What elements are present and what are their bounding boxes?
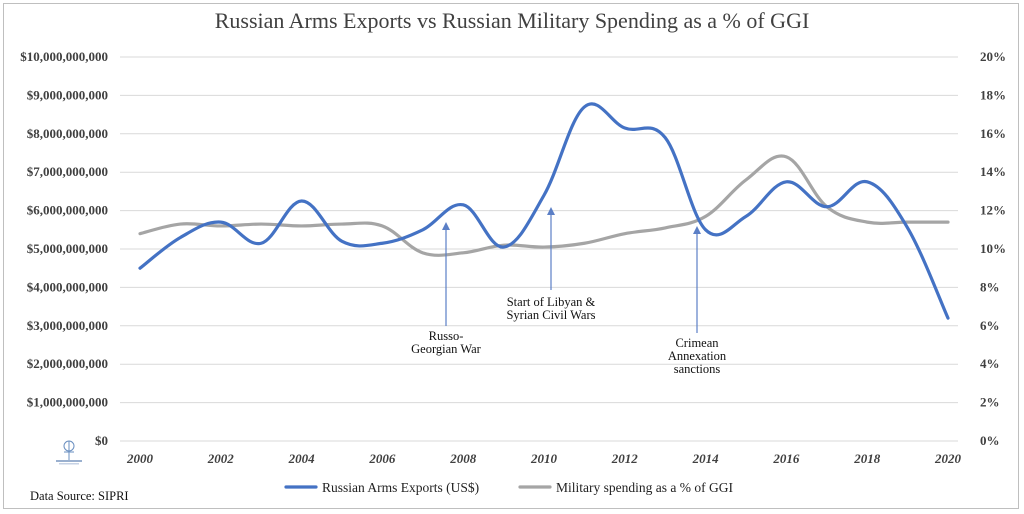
left-axis-tick-label: $3,000,000,000 — [27, 318, 108, 333]
left-axis-tick-label: $10,000,000,000 — [20, 49, 108, 64]
x-axis-tick-label: 2016 — [772, 451, 800, 466]
chart-frame — [3, 3, 1019, 509]
data-source-note: Data Source: SIPRI — [30, 489, 129, 503]
left-axis-tick-label: $5,000,000,000 — [27, 241, 108, 256]
series-layer — [138, 102, 950, 320]
annotation-label: sanctions — [674, 362, 721, 376]
annotation-label: Russo- — [429, 329, 464, 343]
annotation-layer: Russo-Georgian War Start of Libyan &Syria… — [411, 207, 727, 376]
right-axis-tick-label: 16% — [980, 126, 1006, 141]
left-axis-tick-label: $7,000,000,000 — [27, 164, 108, 179]
axis-layer: $0 0% $1,000,000,000 2% $2,000,000,000 4% $3,0… — [20, 49, 1006, 466]
right-axis-tick-label: 8% — [980, 279, 1000, 294]
x-axis-tick-label: 2012 — [611, 451, 639, 466]
x-axis-tick-label: 2002 — [207, 451, 235, 466]
x-axis-tick-label: 2004 — [288, 451, 316, 466]
legend-label: Military spending as a % of GGI — [556, 480, 733, 495]
legend-label: Russian Arms Exports (US$) — [322, 480, 479, 495]
military-spending-line — [138, 154, 950, 257]
left-axis-tick-label: $4,000,000,000 — [27, 279, 108, 294]
left-axis-tick-label: $9,000,000,000 — [27, 87, 108, 102]
annotation-label: Start of Libyan & — [507, 295, 596, 309]
annotation-label: Syrian Civil Wars — [506, 308, 595, 322]
annotation-arrowhead — [442, 222, 450, 230]
annotation-arrowhead — [693, 226, 701, 234]
annotation-label: Annexation — [668, 349, 727, 363]
right-axis-tick-label: 4% — [980, 356, 1000, 371]
right-axis-tick-label: 12% — [980, 203, 1006, 218]
x-axis-tick-label: 2008 — [449, 451, 477, 466]
x-axis-tick-label: 2014 — [692, 451, 720, 466]
x-axis-tick-label: 2000 — [126, 451, 154, 466]
annotation-label: Georgian War — [411, 342, 482, 356]
chart-title: Russian Arms Exports vs Russian Military… — [214, 8, 810, 33]
x-axis-tick-label: 2018 — [853, 451, 881, 466]
left-axis-tick-label: $6,000,000,000 — [27, 203, 108, 218]
arms-exports-line — [138, 102, 950, 320]
legend-layer: Russian Arms Exports (US$) Military spend… — [284, 480, 733, 495]
x-axis-tick-label: 2006 — [368, 451, 396, 466]
right-axis-tick-label: 20% — [980, 49, 1006, 64]
right-axis-tick-label: 2% — [980, 395, 1000, 410]
right-axis-tick-label: 14% — [980, 164, 1006, 179]
right-axis-tick-label: 10% — [980, 241, 1006, 256]
x-axis-tick-label: 2020 — [934, 451, 962, 466]
x-axis-tick-label: 2010 — [530, 451, 558, 466]
right-axis-tick-label: 6% — [980, 318, 1000, 333]
left-axis-tick-label: $8,000,000,000 — [27, 126, 108, 141]
right-axis-tick-label: 0% — [980, 433, 1000, 448]
left-axis-tick-label: $0 — [95, 433, 108, 448]
company-logo — [56, 440, 82, 465]
annotation-arrowhead — [547, 207, 555, 215]
grid-layer — [120, 56, 958, 442]
left-axis-tick-label: $2,000,000,000 — [27, 356, 108, 371]
annotation-label: Crimean — [675, 336, 719, 350]
left-axis-tick-label: $1,000,000,000 — [27, 395, 108, 410]
right-axis-tick-label: 18% — [980, 87, 1006, 102]
